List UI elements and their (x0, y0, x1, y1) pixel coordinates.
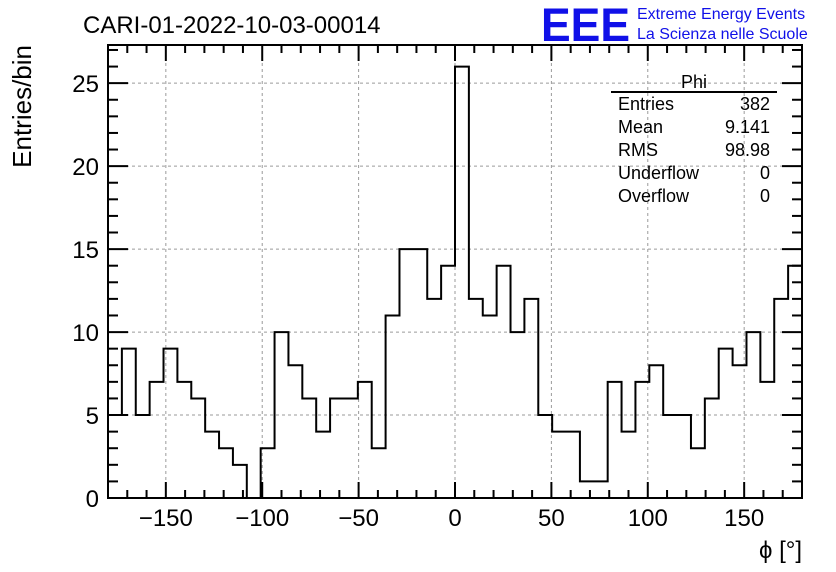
histogram-outline (108, 65, 802, 499)
y-tick-label: 15 (72, 237, 99, 264)
stats-value: 9.141 (725, 117, 770, 137)
y-tick-label: 20 (72, 154, 99, 181)
y-tick-label: 0 (86, 486, 99, 513)
chart-title: CARI-01-2022-10-03-00014 (83, 12, 381, 39)
x-tick-label: 150 (724, 505, 764, 532)
x-tick-label: −50 (338, 505, 379, 532)
stats-box: Phi Entries 382 Mean 9.141 RMS 98.98 Underflow… (611, 72, 777, 206)
axis-tick-labels: −150 −100 −50 0 50 100 150 0 5 10 15 20 25 (72, 71, 764, 532)
y-tick-label: 10 (72, 320, 99, 347)
eee-logo-line1: Extreme Energy Events (637, 6, 805, 23)
stats-label: Overflow (618, 186, 690, 206)
stats-label: Mean (618, 117, 663, 137)
x-tick-label: −100 (235, 505, 289, 532)
stats-label: Underflow (618, 163, 700, 183)
stats-value: 382 (740, 94, 770, 114)
x-tick-label: 50 (538, 505, 565, 532)
y-axis-label: Entries/bin (7, 45, 37, 168)
x-axis-label: ϕ [°] (759, 537, 802, 564)
x-tick-label: −150 (139, 505, 193, 532)
stats-title: Phi (681, 72, 707, 92)
stats-value: 0 (760, 186, 770, 206)
x-tick-label: 100 (628, 505, 668, 532)
eee-logo: EEE Extreme Energy Events La Scienza nel… (541, 0, 808, 51)
axis-ticks (107, 45, 803, 499)
stats-label: Entries (618, 94, 674, 114)
stats-rows: Entries 382 Mean 9.141 RMS 98.98 Underflow 0 Ove… (618, 94, 770, 206)
eee-logo-line2: La Scienza nelle Scuole (637, 26, 808, 43)
y-tick-label: 25 (72, 71, 99, 98)
stats-label: RMS (618, 140, 658, 160)
eee-logo-mark: EEE (541, 0, 630, 51)
x-tick-label: 0 (448, 505, 461, 532)
stats-value: 98.98 (725, 140, 770, 160)
stats-value: 0 (760, 163, 770, 183)
y-tick-label: 5 (86, 403, 99, 430)
